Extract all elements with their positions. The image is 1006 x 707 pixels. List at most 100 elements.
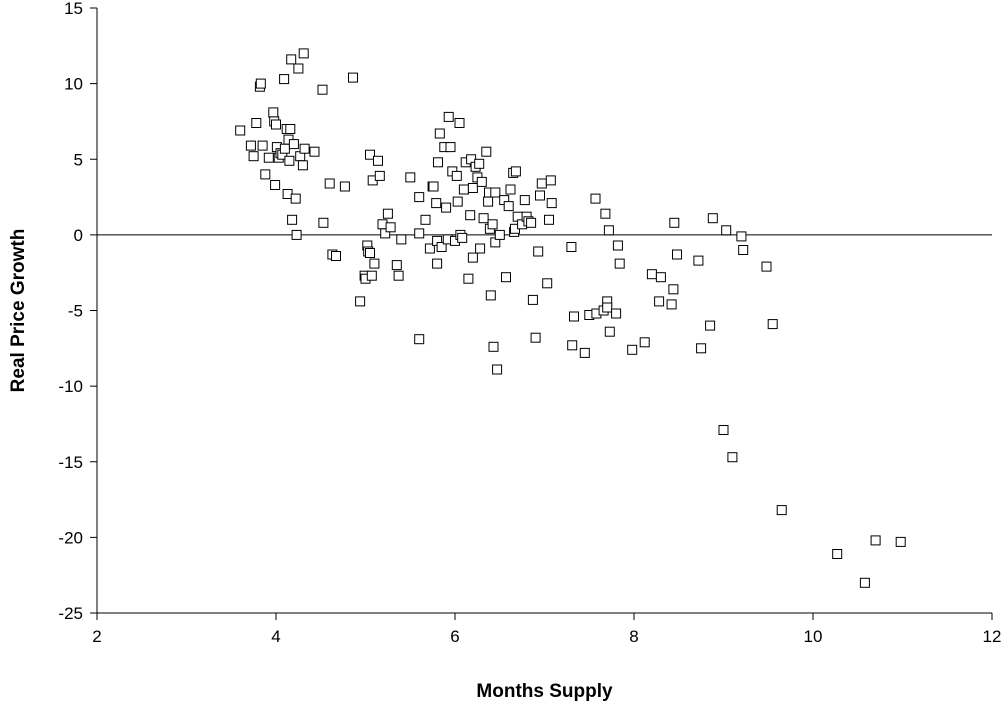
y-tick-label: 15 xyxy=(64,0,83,18)
data-point xyxy=(257,140,268,151)
y-tick-label: -25 xyxy=(58,604,83,623)
data-point xyxy=(696,343,707,354)
data-point xyxy=(736,231,747,242)
data-point xyxy=(721,225,732,236)
data-point xyxy=(467,252,478,263)
data-point xyxy=(859,577,870,588)
data-point xyxy=(669,217,680,228)
data-point xyxy=(424,243,435,254)
data-point xyxy=(478,213,489,224)
data-point xyxy=(467,183,478,193)
data-point xyxy=(536,178,547,189)
data-point xyxy=(373,155,383,166)
data-point xyxy=(297,160,308,171)
data-point xyxy=(505,184,516,195)
data-point xyxy=(451,170,462,181)
data-point xyxy=(279,143,290,154)
data-point xyxy=(309,146,320,157)
data-point xyxy=(286,54,297,65)
data-point xyxy=(248,151,259,162)
data-point xyxy=(251,118,262,128)
data-point xyxy=(391,260,402,271)
data-point xyxy=(405,172,416,183)
data-point xyxy=(432,258,443,269)
data-point xyxy=(569,311,579,322)
y-axis-ticks: 15 10 5 0 -5 -10 -15 -20 -25 xyxy=(58,0,97,623)
data-point xyxy=(290,193,301,204)
data-points xyxy=(235,48,906,588)
data-point xyxy=(260,169,271,180)
data-point xyxy=(365,248,375,258)
data-point xyxy=(279,74,290,85)
data-point xyxy=(339,181,350,192)
y-tick-label: -15 xyxy=(58,453,83,472)
data-point xyxy=(431,198,442,209)
data-point xyxy=(235,125,246,136)
x-tick-label: 2 xyxy=(92,627,101,646)
data-point xyxy=(441,202,452,213)
data-point xyxy=(895,536,906,547)
data-point xyxy=(287,214,298,225)
data-point xyxy=(567,340,578,351)
data-point xyxy=(738,245,749,255)
data-point xyxy=(776,505,787,516)
data-point xyxy=(481,146,492,157)
data-point xyxy=(566,242,577,252)
data-point xyxy=(579,347,590,358)
data-point xyxy=(458,184,469,195)
data-point xyxy=(545,175,556,186)
data-point xyxy=(263,152,274,163)
data-point xyxy=(490,187,501,198)
data-point xyxy=(614,258,625,269)
y-tick-label: 5 xyxy=(74,150,83,169)
data-point xyxy=(668,284,679,295)
data-point xyxy=(510,166,521,177)
data-point xyxy=(612,240,623,251)
data-point xyxy=(414,192,425,203)
data-point xyxy=(420,214,431,225)
data-point xyxy=(414,228,425,239)
data-point xyxy=(693,255,704,266)
data-point xyxy=(284,155,295,166)
data-point xyxy=(445,142,456,153)
data-point xyxy=(318,217,329,228)
data-point xyxy=(832,549,843,559)
data-point xyxy=(530,332,541,343)
x-tick-label: 6 xyxy=(450,627,459,646)
data-point xyxy=(436,242,447,252)
data-point xyxy=(727,452,738,463)
y-tick-label: 0 xyxy=(74,226,83,245)
data-point xyxy=(291,229,302,240)
data-point xyxy=(331,251,341,261)
x-tick-label: 12 xyxy=(983,627,1002,646)
data-point xyxy=(604,326,615,337)
data-point xyxy=(476,176,487,187)
data-point xyxy=(285,124,296,134)
data-point xyxy=(627,344,638,355)
data-point xyxy=(492,364,503,375)
data-point xyxy=(428,181,439,192)
x-tick-label: 8 xyxy=(629,627,638,646)
data-point xyxy=(348,72,358,83)
x-axis-ticks: 2 4 6 8 10 12 xyxy=(92,613,1001,646)
data-point xyxy=(270,180,281,190)
data-point xyxy=(385,222,396,233)
data-point xyxy=(452,196,463,207)
data-point xyxy=(600,208,611,219)
data-point xyxy=(255,78,266,89)
data-point xyxy=(542,278,553,289)
data-point xyxy=(590,193,601,204)
data-point xyxy=(393,270,404,281)
data-point xyxy=(434,128,445,139)
y-tick-label: -20 xyxy=(58,528,83,547)
data-point xyxy=(767,319,778,330)
data-point xyxy=(465,210,476,221)
y-tick-label: -5 xyxy=(68,302,83,321)
data-point xyxy=(355,296,366,307)
data-point xyxy=(639,337,650,348)
data-point xyxy=(611,308,622,319)
data-point xyxy=(380,228,391,239)
data-point xyxy=(718,425,729,435)
data-point xyxy=(761,261,772,272)
